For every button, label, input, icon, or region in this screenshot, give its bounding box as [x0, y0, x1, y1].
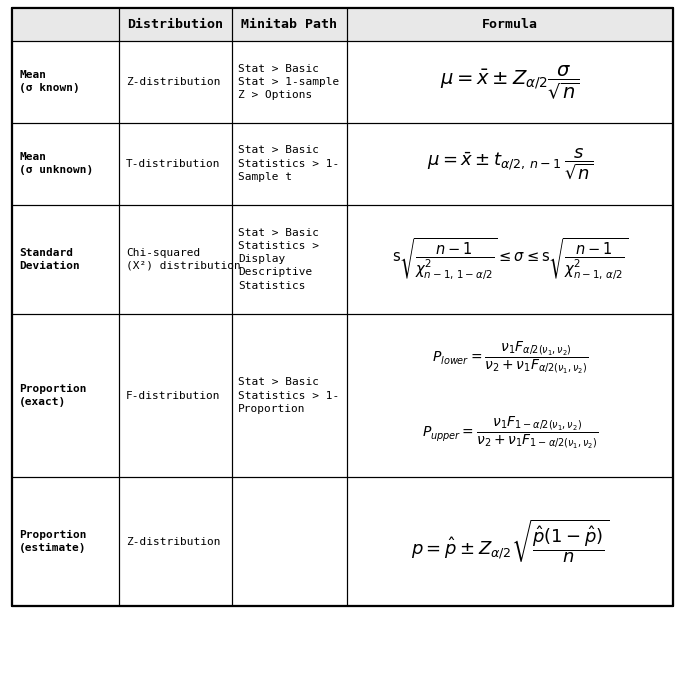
Bar	[347, 8, 673, 41]
Text: $P_{lower} = \dfrac{\nu_1 F_{\alpha/2(\nu_1,\nu_2)}}{\nu_2 + \nu_1 F_{\alpha/2(\: $P_{lower} = \dfrac{\nu_1 F_{\alpha/2(\n…	[432, 340, 588, 376]
Bar	[12, 8, 119, 41]
Text: Z-distribution: Z-distribution	[126, 537, 221, 546]
Text: Standard
Deviation: Standard Deviation	[19, 248, 80, 271]
Text: Mean
(σ unknown): Mean (σ unknown)	[19, 152, 93, 175]
Text: Stat > Basic
Stat > 1-sample
Z > Options: Stat > Basic Stat > 1-sample Z > Options	[238, 63, 340, 100]
Text: $\mu = \bar{x} \pm Z_{\alpha/2}\dfrac{\sigma}{\sqrt{n}}$: $\mu = \bar{x} \pm Z_{\alpha/2}\dfrac{\s…	[441, 63, 580, 101]
Text: $\mu = \bar{x} \pm t_{\alpha/2,\,n-1}\,\dfrac{s}{\sqrt{n}}$: $\mu = \bar{x} \pm t_{\alpha/2,\,n-1}\,\…	[427, 146, 593, 181]
Bar	[119, 8, 232, 41]
Text: Proportion
(estimate): Proportion (estimate)	[19, 530, 86, 553]
Text: Distribution: Distribution	[127, 18, 223, 31]
Text: $\mathrm{s}\sqrt{\dfrac{n-1}{\chi^{2}_{n-1,\,1-\alpha/2}}} \leq \sigma \leq \mat: $\mathrm{s}\sqrt{\dfrac{n-1}{\chi^{2}_{n…	[392, 237, 628, 282]
Text: Z-distribution: Z-distribution	[126, 77, 221, 87]
Bar	[12, 8, 673, 606]
Text: Mean
(σ known): Mean (σ known)	[19, 70, 80, 93]
Text: T-distribution: T-distribution	[126, 159, 221, 168]
Text: Stat > Basic
Statistics > 1-
Proportion: Stat > Basic Statistics > 1- Proportion	[238, 377, 340, 414]
Text: Formula: Formula	[482, 18, 538, 31]
Text: Stat > Basic
Statistics > 1-
Sample t: Stat > Basic Statistics > 1- Sample t	[238, 145, 340, 182]
Bar	[232, 8, 347, 41]
Text: $P_{upper} = \dfrac{\nu_1 F_{1-\alpha/2(\nu_1,\nu_2)}}{\nu_2 + \nu_1 F_{1-\alpha: $P_{upper} = \dfrac{\nu_1 F_{1-\alpha/2(…	[422, 415, 599, 451]
Text: Chi-squared
(X²) distribution: Chi-squared (X²) distribution	[126, 248, 241, 271]
Text: Stat > Basic
Statistics >
Display
Descriptive
Statistics: Stat > Basic Statistics > Display Descri…	[238, 228, 319, 291]
Text: Minitab Path: Minitab Path	[242, 18, 337, 31]
Text: Proportion
(exact): Proportion (exact)	[19, 384, 86, 407]
Text: $p = \hat{p} \pm Z_{\alpha/2}\sqrt{\dfrac{\hat{p}(1-\hat{p})}{n}}$: $p = \hat{p} \pm Z_{\alpha/2}\sqrt{\dfra…	[411, 518, 609, 565]
Text: F-distribution: F-distribution	[126, 391, 221, 400]
